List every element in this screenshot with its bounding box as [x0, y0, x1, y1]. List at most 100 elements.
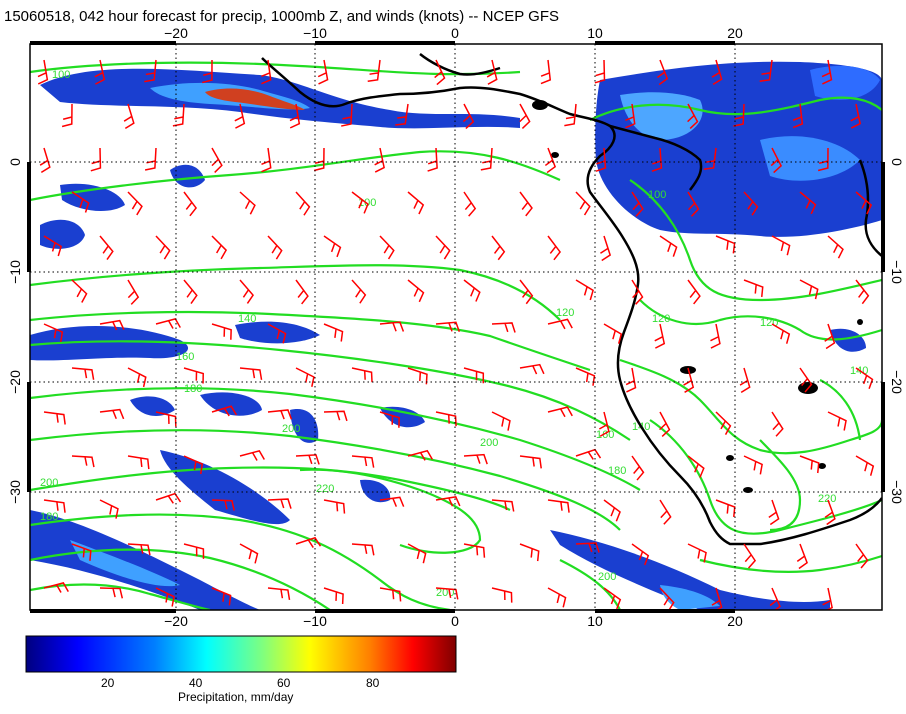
- wind-barb: [547, 499, 570, 513]
- wind-barb: [434, 59, 446, 86]
- lat-tick-label: 0: [889, 158, 905, 166]
- wind-barb: [295, 536, 322, 548]
- wind-barb: [183, 191, 198, 217]
- wind-barb: [519, 543, 540, 562]
- wind-barb: [183, 455, 204, 475]
- lon-tick-label: −10: [303, 25, 327, 41]
- wind-barb: [127, 279, 140, 305]
- wind-barb: [351, 543, 375, 556]
- wind-barb: [603, 587, 622, 610]
- contour-label: 200: [40, 477, 58, 489]
- wind-barb: [821, 59, 833, 85]
- wind-barb: [855, 543, 869, 569]
- lon-tick-label: 10: [587, 25, 603, 41]
- wind-barb: [99, 587, 124, 599]
- wind-barb: [659, 587, 675, 610]
- wind-barb: [183, 279, 198, 304]
- wind-barb: [659, 235, 678, 257]
- wind-barb: [99, 319, 125, 331]
- lat-tick-label: −30: [7, 480, 23, 504]
- wind-barb: [817, 147, 829, 172]
- lon-tick-label: −10: [303, 613, 327, 629]
- wind-barb: [43, 499, 66, 513]
- wind-barb: [743, 191, 759, 216]
- wind-barb: [540, 59, 552, 85]
- wind-barb: [127, 455, 150, 470]
- wind-barb: [463, 367, 485, 384]
- wind-barb: [374, 147, 385, 173]
- wind-barb: [99, 408, 125, 420]
- wind-barb: [547, 406, 573, 418]
- wind-barb: [491, 322, 516, 333]
- wind-barb: [295, 367, 315, 387]
- wind-barb: [127, 543, 151, 556]
- wind-barb: [600, 235, 612, 262]
- lat-tick-labels-right: 0 −10 −20 −30: [889, 158, 905, 504]
- wind-barb: [435, 411, 457, 427]
- wind-barb: [99, 499, 119, 519]
- wind-barb: [323, 587, 344, 605]
- wind-barb: [43, 235, 62, 257]
- wind-barb: [575, 542, 600, 553]
- wind-barb: [625, 367, 637, 393]
- wind-barb: [799, 191, 817, 215]
- wind-barb: [267, 498, 292, 509]
- wind-barb: [295, 279, 309, 305]
- wind-barb: [123, 103, 135, 130]
- wind-barb: [491, 587, 513, 603]
- wind-barb: [855, 455, 875, 476]
- contour-label: 200: [282, 423, 300, 435]
- wind-barb: [824, 499, 836, 526]
- wind-barb: [323, 499, 346, 514]
- wind-barb: [239, 367, 263, 380]
- lat-tick-label: −20: [7, 370, 23, 394]
- wind-barb: [71, 455, 95, 468]
- wind-barb: [625, 103, 636, 129]
- wind-barb: [710, 323, 721, 349]
- wind-barb: [261, 59, 272, 85]
- lon-tick-label: 20: [727, 613, 743, 629]
- wind-barb: [90, 147, 102, 172]
- wind-barb: [687, 455, 705, 478]
- wind-barb: [759, 59, 773, 82]
- wind-barb: [94, 59, 106, 85]
- wind-barb: [564, 103, 577, 127]
- colorbar-tick-label: 80: [366, 676, 380, 690]
- wind-barb: [295, 454, 320, 465]
- wind-barb: [771, 411, 784, 437]
- wind-barb: [239, 191, 256, 215]
- wind-barb: [733, 103, 745, 127]
- wind-barb: [267, 323, 287, 344]
- wind-barb: [463, 191, 477, 217]
- wind-barb: [43, 323, 64, 343]
- wind-barb: [351, 191, 369, 214]
- wind-barb: [71, 279, 88, 303]
- lon-tick-label: −20: [164, 25, 188, 41]
- wind-barb: [827, 411, 847, 431]
- lon-tick-labels-top: −20 −10 0 10 20: [164, 25, 743, 41]
- wind-barb: [654, 323, 666, 349]
- wind-barb: [127, 367, 147, 388]
- wind-barb: [261, 147, 272, 173]
- wind-barb: [407, 449, 433, 461]
- wind-barb: [486, 59, 498, 85]
- wind-barb: [37, 59, 49, 85]
- colorbar-tick-label: 40: [189, 676, 203, 690]
- colorbar-tick-label: 60: [277, 676, 291, 690]
- wind-barb: [491, 499, 515, 512]
- wind-barb: [547, 587, 567, 608]
- wind-barb: [768, 499, 780, 526]
- wind-barb: [379, 235, 395, 260]
- lat-tick-label: −10: [7, 260, 23, 284]
- wind-barb: [687, 543, 707, 563]
- wind-barb: [575, 191, 591, 216]
- wind-barb: [855, 191, 873, 215]
- wind-barb: [463, 279, 481, 302]
- wind-barb: [462, 103, 475, 130]
- wind-barb: [687, 279, 701, 305]
- wind-barb: [289, 103, 301, 129]
- wind-barb: [519, 363, 545, 375]
- wind-barb: [659, 411, 671, 438]
- wind-barb: [144, 59, 157, 83]
- wind-barb: [183, 367, 204, 384]
